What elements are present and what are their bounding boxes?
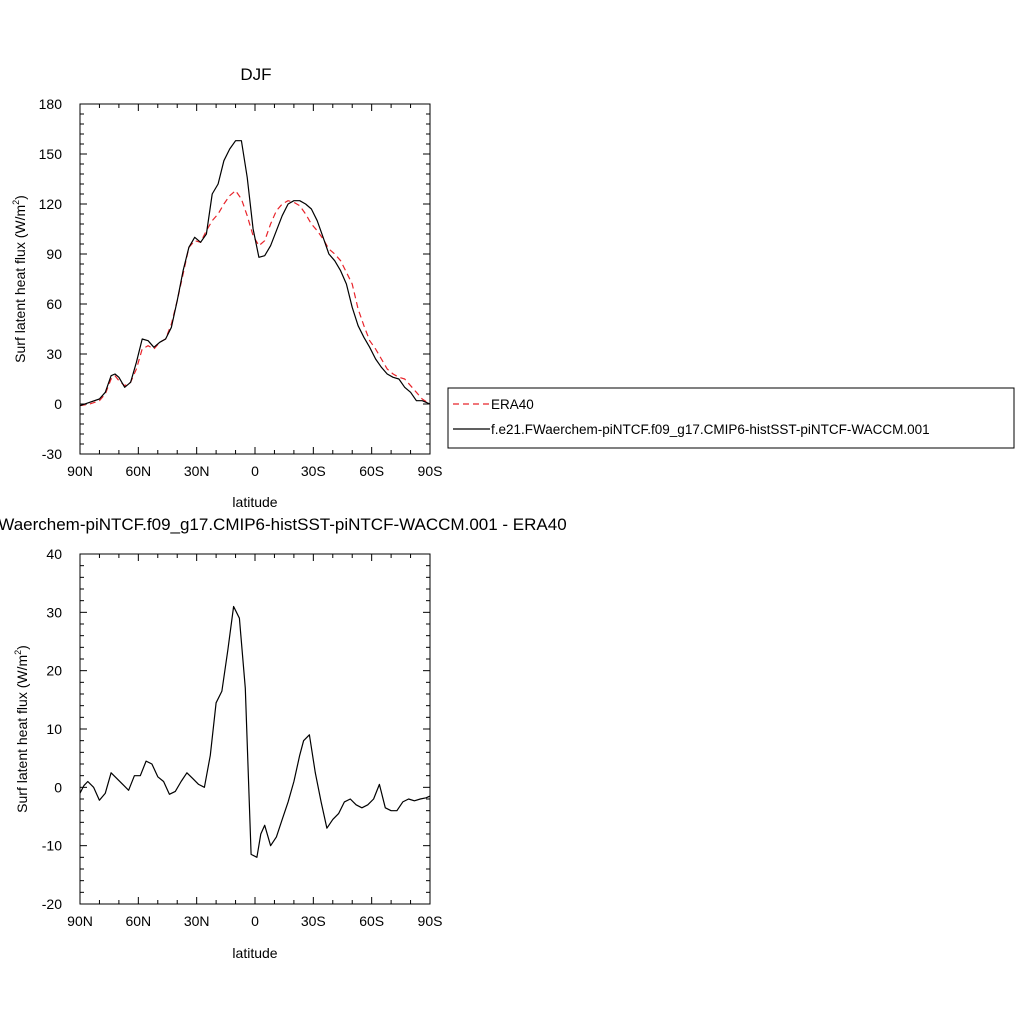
axis-ticks: 90N 60N 30N 0 30S 60S 90S -30 0 30 60 90 120 150 180 xyxy=(39,96,443,479)
x-tick-label: 90N xyxy=(67,913,93,929)
y-axis-label-main: Surf latent heat flux (W/m xyxy=(12,205,28,363)
legend-box xyxy=(447,387,1015,449)
y-tick-label: -20 xyxy=(42,896,62,912)
x-axis-label: latitude xyxy=(232,494,277,510)
plot-frame xyxy=(79,553,431,905)
x-tick-label: 90S xyxy=(418,463,443,479)
y-tick-label: -30 xyxy=(42,446,62,462)
y-tick-label: -10 xyxy=(42,838,62,854)
x-tick-label: 60N xyxy=(125,913,151,929)
y-tick-label: 0 xyxy=(54,396,62,412)
y-tick-label: 30 xyxy=(46,604,62,620)
y-tick-label: 90 xyxy=(46,246,62,262)
y-axis-label-close: ) xyxy=(12,195,28,200)
x-tick-label: 60N xyxy=(125,463,151,479)
y-axis-label-superscript: 2 xyxy=(13,650,23,655)
x-tick-label: 30S xyxy=(301,463,326,479)
x-tick-label: 60S xyxy=(359,913,384,929)
legend: ERA40 f.e21.FWaerchem-piNTCF.f09_g17.CMI… xyxy=(447,387,1015,449)
chart-title: f.e21.FWaerchem-piNTCF.f09_g17.CMIP6-his… xyxy=(0,515,567,534)
y-tick-label: 30 xyxy=(46,346,62,362)
y-tick-label: 180 xyxy=(39,96,63,112)
x-tick-label: 90S xyxy=(418,913,443,929)
chart-title: DJF xyxy=(240,65,271,84)
x-tick-label: 60S xyxy=(359,463,384,479)
series-line-model xyxy=(79,140,431,407)
series-line-difference xyxy=(79,605,431,858)
x-tick-label: 0 xyxy=(251,913,259,929)
y-axis-label: Surf latent heat flux (W/m2) xyxy=(11,195,28,363)
y-axis-label-main: Surf latent heat flux (W/m xyxy=(14,655,30,813)
y-tick-label: 120 xyxy=(39,196,63,212)
x-tick-label: 30N xyxy=(184,913,210,929)
legend-label-model: f.e21.FWaerchem-piNTCF.f09_g17.CMIP6-his… xyxy=(491,422,930,437)
x-axis-label: latitude xyxy=(232,945,277,961)
x-tick-label: 90N xyxy=(67,463,93,479)
y-axis-label-close: ) xyxy=(14,645,30,650)
plot-frame xyxy=(79,103,431,455)
y-axis-label-superscript: 2 xyxy=(11,200,21,205)
series-line-era40 xyxy=(79,190,431,407)
series-group xyxy=(79,605,431,858)
y-tick-label: 10 xyxy=(46,721,62,737)
y-tick-label: 20 xyxy=(46,663,62,679)
y-tick-label: 60 xyxy=(46,296,62,312)
y-tick-label: 40 xyxy=(46,546,62,562)
y-tick-label: 150 xyxy=(39,146,63,162)
y-axis-label: Surf latent heat flux (W/m2) xyxy=(13,645,30,813)
axis-ticks: 90N 60N 30N 0 30S 60S 90S -20 -10 0 10 20 30 40 xyxy=(42,546,443,929)
x-tick-label: 0 xyxy=(251,463,259,479)
difference-chart: f.e21.FWaerchem-piNTCF.f09_g17.CMIP6-his… xyxy=(0,515,567,961)
legend-label-era40: ERA40 xyxy=(491,397,534,412)
latent-heat-flux-chart: DJF 90N 60N 30N 0 30S 60S 90S -30 0 30 60 90 120 150 1… xyxy=(11,65,442,510)
y-tick-label: 0 xyxy=(54,779,62,795)
x-tick-label: 30S xyxy=(301,913,326,929)
x-tick-label: 30N xyxy=(184,463,210,479)
series-group xyxy=(79,140,431,407)
